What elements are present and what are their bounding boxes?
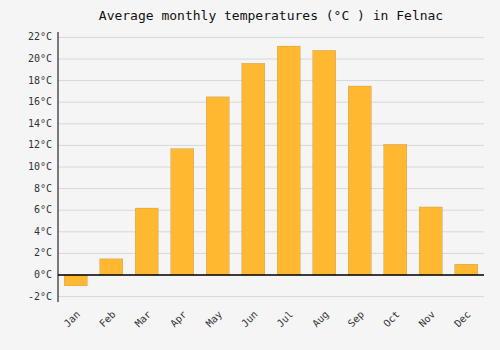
y-tick-label: 22°C bbox=[28, 31, 52, 42]
y-tick-label: 8°C bbox=[34, 183, 52, 194]
grid-line bbox=[58, 123, 484, 124]
x-tick-label: Oct bbox=[381, 309, 402, 330]
baseline bbox=[58, 274, 484, 276]
grid-line bbox=[58, 37, 484, 38]
bar bbox=[313, 50, 336, 275]
y-axis-line bbox=[58, 32, 59, 302]
y-tick-label: -2°C bbox=[28, 291, 52, 302]
grid-line bbox=[58, 188, 484, 189]
grid bbox=[58, 37, 484, 296]
background bbox=[0, 0, 500, 350]
bar bbox=[171, 149, 194, 275]
chart: 22°C 20°C 18°C 16°C 14°C 12°C 10°C 8°C 6°C 4°C 2°C… bbox=[0, 0, 500, 350]
y-tick-label: 16°C bbox=[28, 96, 52, 107]
grid-line bbox=[58, 102, 484, 103]
x-tick-label: Jul bbox=[275, 309, 296, 330]
y-tick-label: 18°C bbox=[28, 75, 52, 86]
grid-line bbox=[58, 59, 484, 60]
bar bbox=[100, 259, 123, 275]
grid-line bbox=[58, 275, 484, 276]
y-tick-label: 6°C bbox=[34, 204, 52, 215]
grid-line bbox=[58, 80, 484, 81]
x-tick-label: Dec bbox=[452, 309, 473, 330]
grid-line bbox=[58, 296, 484, 297]
x-axis-labels: Jan Feb Mar Apr May Jun Jul Aug Sep Oct Nov Dec bbox=[62, 309, 473, 330]
y-tick-label: 4°C bbox=[34, 226, 52, 237]
x-tick-label: Nov bbox=[417, 309, 438, 330]
bar bbox=[206, 97, 229, 275]
x-tick-label: Apr bbox=[168, 309, 189, 330]
y-tick-label: 12°C bbox=[28, 139, 52, 150]
x-tick-label: Jun bbox=[239, 309, 260, 330]
x-tick-label: Aug bbox=[310, 309, 331, 330]
y-tick-label: 2°C bbox=[34, 247, 52, 258]
y-axis-labels: 22°C 20°C 18°C 16°C 14°C 12°C 10°C 8°C 6°C 4°C 2°C… bbox=[28, 31, 52, 301]
grid-line bbox=[58, 145, 484, 146]
bar bbox=[242, 63, 265, 275]
grid-line bbox=[58, 167, 484, 168]
bar bbox=[419, 207, 442, 275]
y-tick-label: 10°C bbox=[28, 161, 52, 172]
x-tick-label: May bbox=[204, 309, 225, 330]
bar bbox=[277, 46, 300, 275]
bar bbox=[64, 275, 87, 286]
x-tick-label: Jan bbox=[62, 309, 83, 330]
bar bbox=[135, 208, 158, 275]
title: Average monthly temperatures (°C ) in Fe… bbox=[99, 8, 443, 23]
bars bbox=[64, 46, 478, 286]
bar bbox=[348, 86, 371, 275]
bar bbox=[384, 144, 407, 275]
y-tick-label: 14°C bbox=[28, 118, 52, 129]
x-tick-label: Mar bbox=[133, 309, 154, 330]
x-tick-label: Feb bbox=[97, 309, 118, 330]
y-tick-label: 0°C bbox=[34, 269, 52, 280]
bar bbox=[455, 264, 478, 275]
y-tick-label: 20°C bbox=[28, 53, 52, 64]
x-tick-label: Sep bbox=[346, 309, 367, 330]
